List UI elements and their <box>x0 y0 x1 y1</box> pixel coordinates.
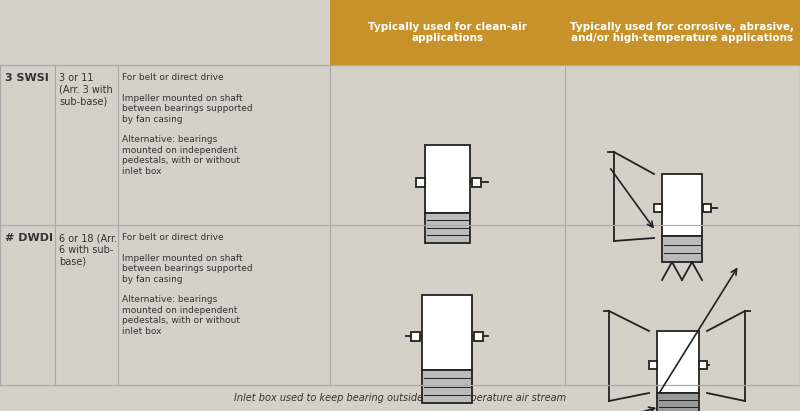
Bar <box>425 213 470 243</box>
Bar <box>657 331 699 393</box>
Bar <box>703 204 711 212</box>
Bar <box>471 178 481 187</box>
Text: 3 SWSI: 3 SWSI <box>5 73 49 83</box>
Bar <box>422 295 472 370</box>
Bar <box>474 332 483 341</box>
Bar <box>415 178 425 187</box>
Bar <box>565 65 800 225</box>
Bar <box>330 65 565 225</box>
Bar <box>654 204 662 212</box>
Text: Typically used for clean-air
applications: Typically used for clean-air application… <box>368 22 527 43</box>
Bar <box>330 225 565 385</box>
Bar <box>411 332 420 341</box>
Bar <box>649 361 657 369</box>
Bar <box>565 0 800 65</box>
Text: For belt or direct drive

Impeller mounted on shaft
between bearings supported
b: For belt or direct drive Impeller mounte… <box>122 233 253 336</box>
Bar <box>662 174 702 236</box>
Bar <box>699 361 707 369</box>
Bar <box>662 236 702 262</box>
Text: # DWDI: # DWDI <box>5 233 53 243</box>
Bar <box>330 0 565 65</box>
Bar <box>422 370 472 403</box>
Bar <box>425 145 470 213</box>
Text: 3 or 11
(Arr. 3 with
sub-base): 3 or 11 (Arr. 3 with sub-base) <box>59 73 113 106</box>
Text: For belt or direct drive

Impeller mounted on shaft
between bearings supported
b: For belt or direct drive Impeller mounte… <box>122 73 253 175</box>
Bar <box>565 225 800 385</box>
Text: Inlet box used to keep bearing outside high-temperature air stream: Inlet box used to keep bearing outside h… <box>234 393 566 403</box>
Bar <box>657 393 699 411</box>
Bar <box>0 65 330 225</box>
Text: 6 or 18 (Arr.
6 with sub-
base): 6 or 18 (Arr. 6 with sub- base) <box>59 233 117 266</box>
Text: Typically used for corrosive, abrasive,
and/or high-temperature applications: Typically used for corrosive, abrasive, … <box>570 22 794 43</box>
Bar <box>0 225 330 385</box>
